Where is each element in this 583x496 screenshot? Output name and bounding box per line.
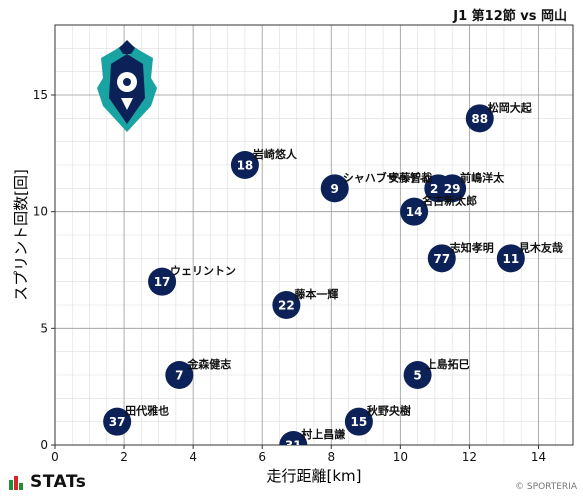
player-marker <box>403 361 432 389</box>
plot-frame <box>54 24 574 446</box>
player-name-label: 上島拓巳 <box>426 357 470 371</box>
player-marker <box>320 174 349 203</box>
player-number: 22 <box>278 299 295 313</box>
player-point: 31 <box>279 431 308 453</box>
player-name-label: 名古新太郎 <box>422 194 477 208</box>
player-marker <box>103 407 132 436</box>
player-name-label: 田代雅也 <box>125 404 169 418</box>
player-point: 11 <box>496 244 525 273</box>
axis-ticks: 0 2 4 6 8 10 12 14 0 5 10 15 <box>33 88 546 464</box>
player-name-label: 前嶋洋太 <box>460 170 505 184</box>
player-point: 22 <box>272 291 301 319</box>
player-marker <box>465 104 494 133</box>
player-number: 14 <box>406 205 423 219</box>
player-number: 7 <box>175 369 183 383</box>
player-number: 37 <box>109 415 126 429</box>
player-marker <box>230 151 259 179</box>
player-point: 7 <box>165 361 194 389</box>
player-marker <box>438 174 467 203</box>
x-axis-label: 走行距離[km] <box>266 467 361 485</box>
player-name-label: 松岡大起 <box>488 100 533 114</box>
x-tick-label: 12 <box>462 450 477 464</box>
player-name-label: 見木友哉 <box>518 240 563 254</box>
copyright-notice: © SPORTERIA <box>515 482 577 492</box>
player-point: 14 <box>400 197 429 226</box>
player-name-label: 村上昌謙 <box>301 427 345 441</box>
x-tick-label: 14 <box>531 450 546 464</box>
player-name-label: 安藤智哉 <box>388 170 432 184</box>
match-title: J1 第12節 vs 岡山 <box>453 9 567 24</box>
player-marker <box>496 244 525 273</box>
player-marker <box>279 431 308 445</box>
y-tick-label: 15 <box>33 88 48 102</box>
x-tick-label: 0 <box>51 450 59 464</box>
player-point: 37 <box>103 407 132 436</box>
y-tick-label: 5 <box>40 321 48 335</box>
player-number: 9 <box>331 182 339 196</box>
player-number: 15 <box>351 415 368 429</box>
player-name-label: 秋野央樹 <box>367 404 411 418</box>
x-tick-label: 8 <box>327 450 335 464</box>
x-tick-label: 4 <box>189 450 197 464</box>
player-point: 88 <box>465 104 494 133</box>
player-point: 77 <box>427 244 456 273</box>
player-point: 17 <box>148 267 177 296</box>
club-crest-icon <box>97 40 157 132</box>
player-marker <box>272 291 301 319</box>
player-name-label: 金森健志 <box>186 357 231 371</box>
player-name-label: シャハブザヘディ <box>343 170 430 184</box>
player-number: 29 <box>444 182 461 196</box>
player-marker <box>400 197 429 226</box>
player-point: 29 <box>438 174 467 203</box>
x-tick-label: 2 <box>120 450 128 464</box>
player-point: 18 <box>230 151 259 179</box>
major-grid <box>54 25 573 446</box>
player-number: 31 <box>285 439 302 453</box>
y-axis-label: スプリント回数[回] <box>12 169 30 301</box>
player-number: 18 <box>237 159 254 173</box>
player-name-label: ウェリントン <box>170 265 236 278</box>
stats-logo-icon <box>9 476 23 490</box>
player-number: 11 <box>502 252 519 266</box>
player-point: 15 <box>344 407 373 436</box>
player-point: 9 <box>320 174 349 203</box>
x-tick-label: 10 <box>393 450 408 464</box>
player-point: 5 <box>403 361 432 389</box>
data-points: 881892029147711172275371531 <box>103 104 525 453</box>
player-number: 88 <box>471 112 488 126</box>
player-number: 77 <box>433 252 450 266</box>
player-name-label: 志知孝明 <box>450 240 494 254</box>
x-tick-label: 6 <box>258 450 266 464</box>
player-name-label: 岩崎悠人 <box>252 147 298 161</box>
stats-brand: STATs <box>8 472 86 492</box>
player-marker <box>165 361 194 389</box>
player-marker <box>344 407 373 436</box>
y-tick-label: 10 <box>33 205 48 219</box>
player-marker <box>148 267 177 296</box>
player-number: 17 <box>154 275 171 289</box>
player-marker <box>427 244 456 273</box>
player-number: 5 <box>413 369 421 383</box>
player-name-label: 藤本一輝 <box>294 287 338 301</box>
y-tick-label: 0 <box>40 438 48 452</box>
brand-name: STATs <box>30 472 87 492</box>
